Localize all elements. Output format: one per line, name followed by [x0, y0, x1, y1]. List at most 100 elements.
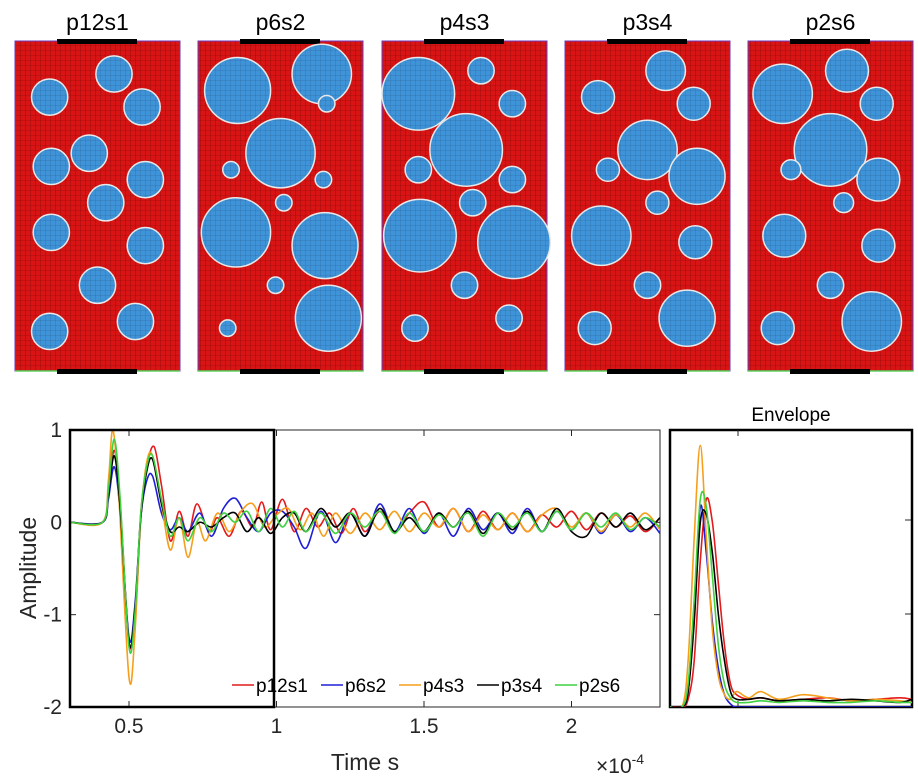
- aggregate-circle: [780, 159, 802, 181]
- legend-label-p12s1: p12s1: [256, 676, 308, 697]
- aggregate-circle: [833, 192, 855, 214]
- bottom-transducer: [424, 369, 504, 374]
- envelope-line-p3s4: [670, 509, 912, 707]
- bottom-transducer: [240, 369, 320, 374]
- aggregate-circle: [203, 56, 272, 125]
- panel-title: p6s2: [256, 9, 306, 35]
- aggregate-circle: [617, 119, 678, 181]
- aggregate-circle: [314, 170, 333, 189]
- aggregate-circle: [404, 155, 433, 184]
- panel-title: p12s1: [66, 9, 129, 35]
- envelope-lines: [670, 444, 912, 707]
- aggregate-circle: [467, 56, 495, 85]
- aggregate-circle: [861, 228, 896, 263]
- aggregate-circle: [32, 147, 71, 186]
- panel-title: p4s3: [440, 9, 490, 35]
- aggregate-circle: [200, 197, 272, 268]
- aggregate-circle: [123, 88, 161, 126]
- aggregate-circle: [291, 211, 359, 280]
- aggregate-circle: [816, 271, 845, 300]
- x-tick-label: 1.5: [409, 715, 438, 738]
- aggregate-circle: [645, 190, 670, 215]
- aggregate-circle: [266, 276, 285, 295]
- aggregate-circle: [824, 48, 870, 93]
- mesh-panel-p6s2: p6s2: [197, 9, 364, 374]
- aggregate-circle: [645, 50, 687, 92]
- aggregate-circle: [495, 304, 523, 333]
- aggregate-circle: [116, 302, 155, 341]
- bottom-transducer: [790, 369, 870, 374]
- aggregate-circle: [595, 157, 621, 182]
- aggregate-circle: [458, 188, 487, 217]
- x-tick-label: 1: [271, 715, 283, 738]
- legend: p12s1 p6s2 p4s3 p3s4 p2s6: [232, 676, 620, 697]
- top-transducer: [790, 39, 870, 44]
- x-exponent-power: -4: [632, 751, 645, 767]
- aggregate-circle: [570, 205, 632, 267]
- aggregate-circle: [577, 310, 612, 346]
- x-axis-label: Time s: [331, 749, 399, 775]
- aggregate-circle: [580, 79, 616, 115]
- aggregate-circle: [841, 291, 903, 352]
- series-line-p2s6: [70, 438, 660, 655]
- series-lines: [70, 430, 660, 686]
- aggregate-circle: [429, 112, 504, 187]
- y-tick-label: 1: [50, 419, 62, 442]
- envelope-title: Envelope: [751, 405, 830, 426]
- legend-label-p3s4: p3s4: [501, 676, 543, 697]
- envelope-area: [668, 428, 914, 709]
- aggregate-circle: [86, 183, 125, 222]
- panel-title: p2s6: [806, 9, 856, 35]
- aggregate-circle: [126, 160, 165, 199]
- envelope-plot: Envelope: [668, 405, 914, 709]
- aggregate-circle: [762, 213, 807, 258]
- mesh-panel-p2s6: p2s6: [747, 9, 914, 374]
- aggregate-circle: [401, 314, 429, 343]
- aggregate-circle: [30, 312, 69, 351]
- x-tick-label: 0.5: [114, 715, 143, 738]
- aggregate-circle: [859, 86, 894, 121]
- aggregate-circle: [793, 112, 868, 187]
- zoom-box: [68, 428, 276, 709]
- axis-ticks: 0.5 1 1.5 2 -2 -1 0 1: [43, 419, 660, 738]
- aggregate-circle: [245, 117, 316, 189]
- aggregate-circle: [78, 266, 117, 305]
- legend-label-p6s2: p6s2: [345, 676, 386, 697]
- aggregate-circle: [381, 56, 456, 131]
- top-transducer: [424, 39, 504, 44]
- mesh-panels: p12s1 p6s2 p4s3 p3s4 p2s6: [14, 9, 914, 374]
- amplitude-plot: 0.5 1 1.5 2 -2 -1 0 1 Time s Amplitude ×10-4 p1…: [15, 419, 661, 778]
- aggregate-circle: [291, 43, 353, 105]
- y-tick-label: 0: [50, 511, 62, 534]
- y-tick-label: -2: [43, 696, 62, 719]
- aggregate-circle: [274, 193, 293, 212]
- aggregate-circle: [30, 78, 69, 116]
- top-transducer: [57, 39, 137, 44]
- legend-label-p2s6: p2s6: [579, 676, 620, 697]
- x-exponent-label: ×10-4: [596, 751, 644, 778]
- aggregate-circle: [126, 226, 165, 265]
- aggregate-circle: [676, 86, 711, 121]
- mesh-panel-p12s1: p12s1: [14, 9, 181, 374]
- aggregate-circle: [498, 89, 527, 118]
- aggregate-circle: [678, 225, 713, 260]
- mesh-panel-p3s4: p3s4: [564, 9, 731, 374]
- aggregate-circle: [658, 289, 716, 348]
- legend-label-p4s3: p4s3: [423, 676, 464, 697]
- aggregate-circle: [95, 55, 133, 93]
- aggregate-circle: [760, 310, 795, 346]
- plot-area: [69, 429, 661, 708]
- y-axis-label: Amplitude: [15, 517, 41, 619]
- panel-title: p3s4: [623, 9, 673, 35]
- aggregate-circle: [70, 134, 109, 173]
- aggregate-circle: [752, 63, 814, 125]
- x-exponent-base: ×10: [596, 755, 632, 778]
- envelope-line-p2s6: [670, 490, 912, 707]
- aggregate-circle: [32, 213, 71, 252]
- aggregate-circle: [382, 198, 458, 273]
- aggregate-circle: [317, 94, 336, 113]
- aggregate-circle: [222, 160, 240, 179]
- aggregate-circle: [476, 205, 552, 280]
- top-transducer: [240, 39, 320, 44]
